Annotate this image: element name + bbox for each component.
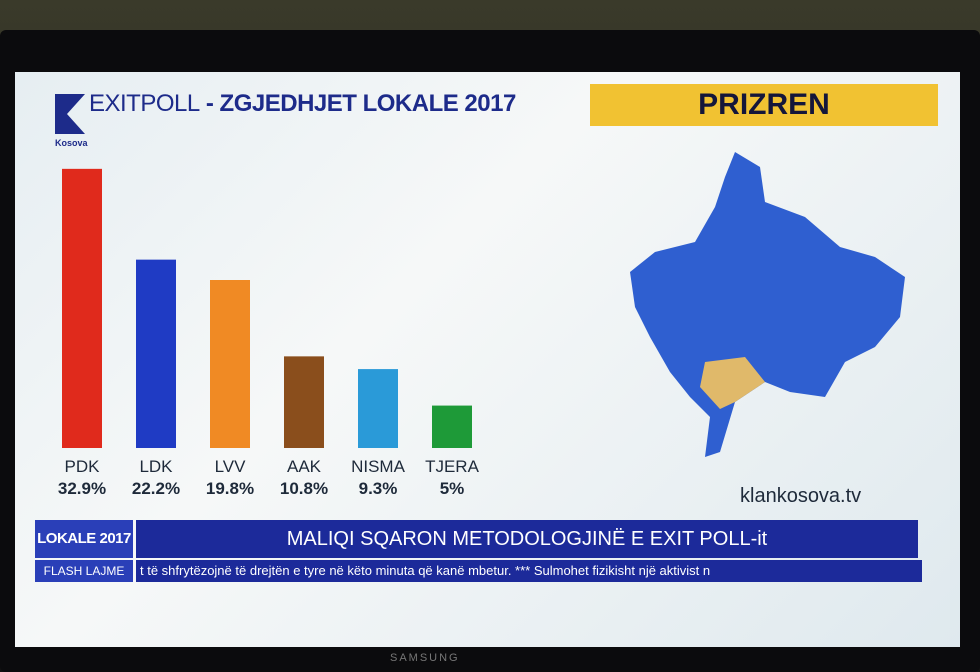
logo-subtext: Kosova bbox=[55, 138, 88, 148]
value-label: 22.2% bbox=[132, 479, 180, 498]
value-label: 5% bbox=[440, 479, 465, 498]
category-label: LDK bbox=[139, 457, 173, 476]
category-label: LVV bbox=[215, 457, 247, 476]
map-region bbox=[630, 152, 905, 457]
category-label: TJERA bbox=[425, 457, 480, 476]
category-label: PDK bbox=[65, 457, 101, 476]
bar-nisma bbox=[358, 369, 398, 448]
page-title: EXITPOLL - ZGJEDHJET LOKALE 2017 bbox=[89, 90, 516, 118]
news-ticker: t të shfrytëzojnë të drejtën e tyre në k… bbox=[136, 560, 922, 582]
category-label: NISMA bbox=[351, 457, 406, 476]
bar-chart: PDK 32.9% LDK 22.2% LVV 19.8% AAK 10.8% NISMA 9.3… bbox=[58, 168, 480, 498]
region-name: PRIZREN bbox=[590, 84, 938, 126]
bar-tjera bbox=[432, 405, 472, 448]
value-label: 9.3% bbox=[359, 479, 398, 498]
category-label: AAK bbox=[287, 457, 322, 476]
bar-ldk bbox=[136, 259, 176, 448]
map-region-prizren bbox=[700, 357, 765, 409]
website: klankosova.tv bbox=[740, 485, 862, 507]
tv-brand: SAMSUNG bbox=[390, 652, 460, 664]
election-badge: LOKALE 2017 bbox=[35, 520, 133, 558]
bar-lvv bbox=[210, 280, 250, 448]
bar-aak bbox=[284, 356, 324, 448]
flash-label: FLASH LAJME bbox=[35, 560, 133, 582]
value-label: 19.8% bbox=[206, 479, 254, 498]
headline: MALIQI SQARON METODOLOGJINË E EXIT POLL-… bbox=[136, 520, 918, 558]
exitpoll-label: EXITPOLL bbox=[89, 90, 200, 117]
title-text: - ZGJEDHJET LOKALE 2017 bbox=[199, 90, 516, 117]
bar-pdk bbox=[62, 168, 102, 448]
value-label: 32.9% bbox=[58, 479, 106, 498]
kosovo-map bbox=[630, 152, 905, 457]
tv-screen: Kosova EXITPOLL - ZGJEDHJET LOKALE 2017 … bbox=[15, 72, 960, 647]
value-label: 10.8% bbox=[280, 479, 328, 498]
exitpoll-logo-icon bbox=[55, 94, 85, 134]
